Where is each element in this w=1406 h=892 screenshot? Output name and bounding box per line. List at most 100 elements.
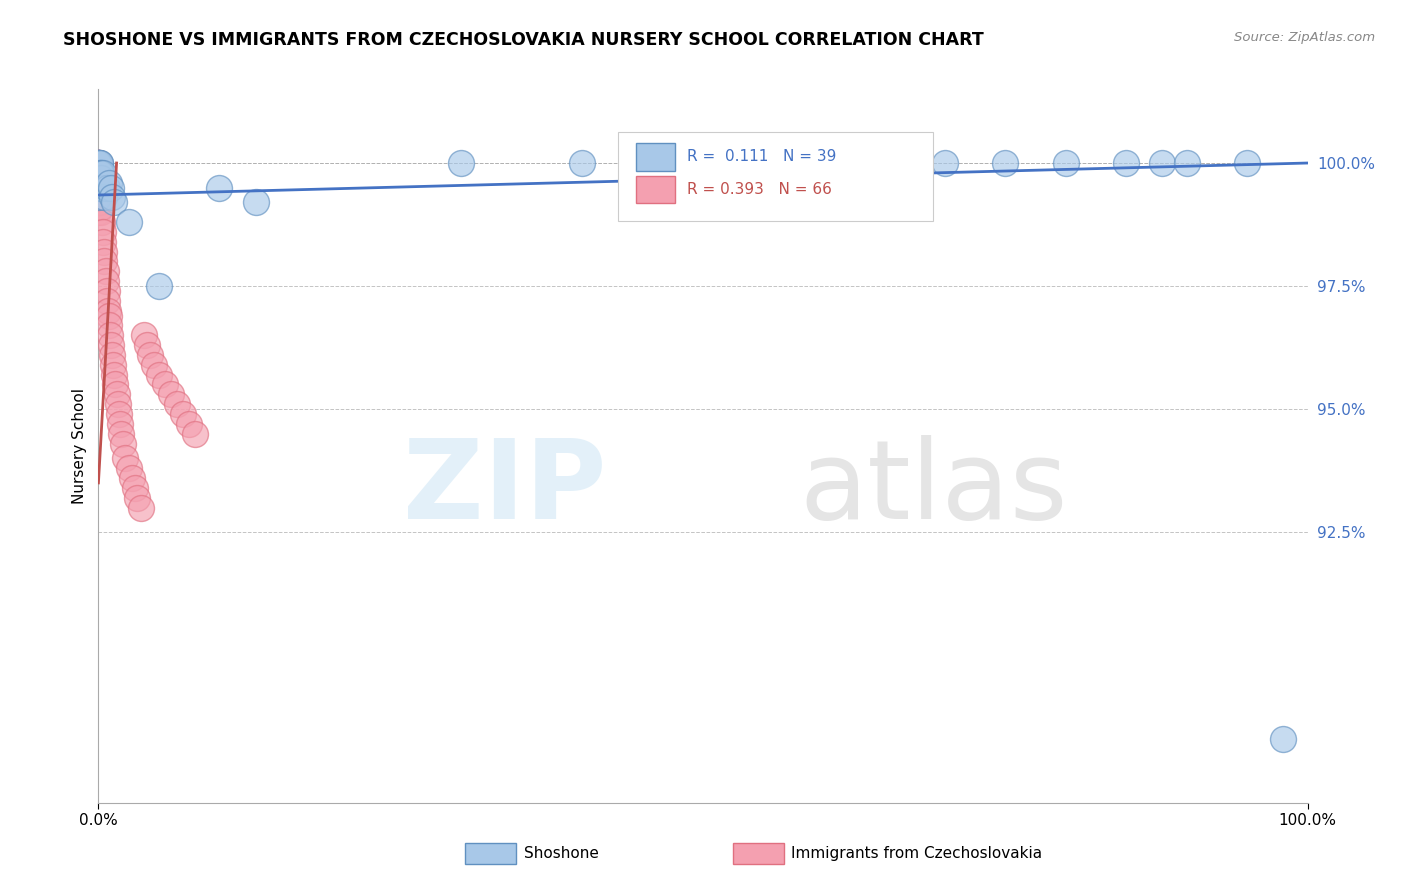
Point xyxy=(97,303,120,318)
Point xyxy=(87,166,110,180)
Point xyxy=(114,451,136,466)
Point xyxy=(97,309,120,323)
Point xyxy=(96,274,118,288)
Point xyxy=(94,264,117,278)
Point xyxy=(87,190,110,204)
Point xyxy=(1272,731,1295,746)
Point xyxy=(87,156,110,170)
Point xyxy=(96,293,118,308)
Point xyxy=(148,279,170,293)
Point xyxy=(87,156,110,170)
Point xyxy=(450,156,472,170)
Point xyxy=(100,190,122,204)
Point xyxy=(89,180,111,194)
Point xyxy=(90,180,112,194)
Text: Immigrants from Czechoslovakia: Immigrants from Czechoslovakia xyxy=(792,846,1042,861)
Point xyxy=(96,180,118,194)
Point xyxy=(139,348,162,362)
Point xyxy=(89,166,111,180)
Point xyxy=(87,176,110,190)
Text: Source: ZipAtlas.com: Source: ZipAtlas.com xyxy=(1234,31,1375,45)
Point xyxy=(87,170,110,185)
Point xyxy=(100,180,122,194)
Point xyxy=(89,195,111,210)
Point xyxy=(994,156,1017,170)
Point xyxy=(1054,156,1077,170)
Point xyxy=(166,397,188,411)
Point xyxy=(89,176,111,190)
Point xyxy=(87,156,110,170)
Point xyxy=(179,417,201,431)
Point xyxy=(89,156,111,170)
Point xyxy=(89,156,111,170)
Point xyxy=(90,205,112,219)
Point xyxy=(100,348,122,362)
Point xyxy=(148,368,170,382)
Point xyxy=(89,190,111,204)
Point xyxy=(135,338,157,352)
FancyBboxPatch shape xyxy=(619,132,932,221)
Point xyxy=(87,156,110,170)
Text: ZIP: ZIP xyxy=(404,435,606,542)
Point xyxy=(100,338,122,352)
Point xyxy=(89,186,111,200)
Point xyxy=(98,328,121,343)
Point xyxy=(87,195,110,210)
Point xyxy=(87,156,110,170)
Point xyxy=(107,397,129,411)
Point xyxy=(96,284,118,298)
Point xyxy=(91,225,114,239)
Point xyxy=(1115,156,1137,170)
Point xyxy=(1236,156,1258,170)
Point xyxy=(752,156,775,170)
Point xyxy=(108,407,131,421)
Point xyxy=(89,180,111,194)
Point xyxy=(91,166,114,180)
Point xyxy=(87,156,110,170)
Point xyxy=(1152,156,1174,170)
FancyBboxPatch shape xyxy=(637,144,675,171)
Point xyxy=(129,500,152,515)
Point xyxy=(172,407,194,421)
Text: Shoshone: Shoshone xyxy=(524,846,599,861)
Point xyxy=(87,156,110,170)
Point xyxy=(93,190,115,204)
Point xyxy=(104,377,127,392)
Point xyxy=(87,156,110,170)
Point xyxy=(134,328,156,343)
FancyBboxPatch shape xyxy=(637,176,675,203)
Text: R = 0.393   N = 66: R = 0.393 N = 66 xyxy=(688,182,832,196)
Point xyxy=(124,481,146,495)
Point xyxy=(89,186,111,200)
Point xyxy=(1175,156,1198,170)
Point xyxy=(184,426,207,441)
Point xyxy=(873,156,896,170)
Point xyxy=(87,170,110,185)
FancyBboxPatch shape xyxy=(734,843,785,864)
Point xyxy=(934,156,956,170)
Point xyxy=(118,215,141,229)
Point xyxy=(245,195,267,210)
Point xyxy=(98,318,121,333)
Point xyxy=(89,166,111,180)
Point xyxy=(87,186,110,200)
Point xyxy=(98,176,121,190)
Point xyxy=(105,387,128,401)
Point xyxy=(103,368,125,382)
Point xyxy=(103,195,125,210)
Point xyxy=(108,417,131,431)
Point xyxy=(111,436,134,450)
Text: SHOSHONE VS IMMIGRANTS FROM CZECHOSLOVAKIA NURSERY SCHOOL CORRELATION CHART: SHOSHONE VS IMMIGRANTS FROM CZECHOSLOVAK… xyxy=(63,31,984,49)
Y-axis label: Nursery School: Nursery School xyxy=(72,388,87,504)
Point xyxy=(93,254,115,268)
Point xyxy=(93,244,115,259)
Point xyxy=(87,166,110,180)
Point xyxy=(110,426,132,441)
Point xyxy=(153,377,176,392)
Point xyxy=(90,166,112,180)
Point xyxy=(91,215,114,229)
Point xyxy=(90,200,112,214)
Point xyxy=(127,491,149,505)
Point xyxy=(89,180,111,194)
Point xyxy=(87,156,110,170)
